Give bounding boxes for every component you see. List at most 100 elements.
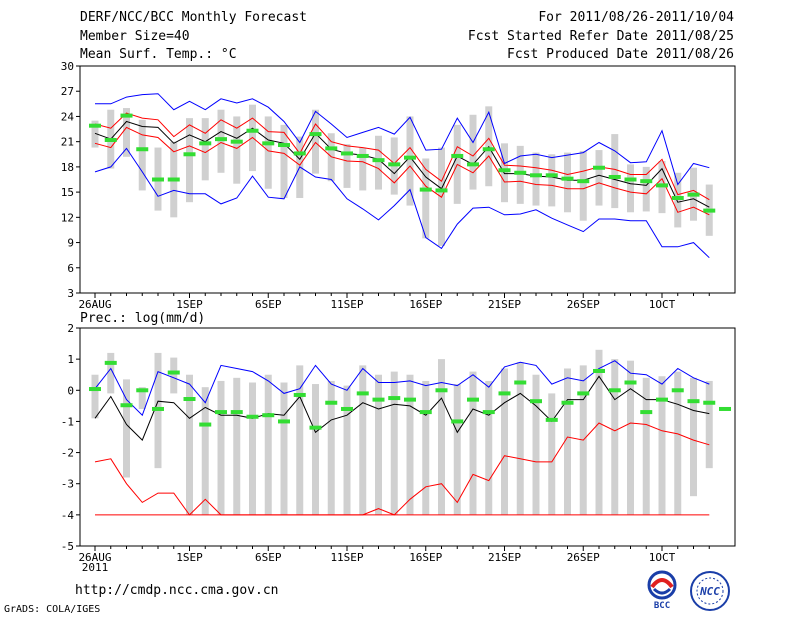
y-tick-label: 3 — [67, 287, 74, 300]
median-mark — [719, 406, 731, 411]
y-tick-label: 30 — [61, 60, 74, 73]
box — [249, 382, 256, 515]
y-tick-label: -5 — [61, 540, 74, 553]
median-mark — [703, 400, 716, 405]
box — [611, 359, 619, 515]
bcc-logo: BCC — [642, 569, 682, 611]
y-tick-label: 0 — [67, 384, 74, 397]
median-mark — [467, 397, 479, 402]
box — [327, 380, 335, 515]
median-mark — [608, 174, 621, 179]
box — [642, 377, 650, 515]
y-tick-label: -3 — [61, 478, 74, 491]
median-mark — [325, 400, 338, 405]
box — [516, 145, 524, 204]
median-mark — [152, 177, 164, 182]
box — [217, 380, 225, 515]
median-mark — [278, 143, 290, 148]
x-tick-label: 1OCT — [649, 298, 676, 310]
ncc-logo: NCC — [685, 569, 735, 613]
box — [217, 109, 225, 173]
median-mark — [372, 397, 385, 402]
box — [201, 118, 209, 181]
median-mark — [356, 391, 369, 396]
median-mark — [309, 132, 322, 137]
plot-frame — [79, 65, 736, 294]
y-tick-label: 24 — [61, 110, 75, 123]
box — [343, 144, 351, 188]
median-mark — [467, 162, 479, 167]
median-mark — [530, 173, 542, 178]
median-mark — [435, 388, 448, 393]
chart-title: DERF/NCC/BCC Monthly Forecast — [80, 10, 307, 25]
median-mark — [608, 388, 621, 393]
median-mark — [120, 113, 133, 118]
median-mark — [199, 141, 212, 146]
median-mark — [89, 123, 101, 128]
box — [595, 150, 603, 206]
y-tick-label: -2 — [61, 447, 74, 460]
ncc-logo-text: NCC — [699, 585, 720, 598]
median-mark — [671, 195, 684, 200]
median-mark — [246, 128, 259, 133]
median-mark — [278, 419, 290, 424]
median-mark — [215, 410, 227, 415]
median-mark — [498, 391, 511, 396]
box — [642, 166, 650, 212]
box — [359, 365, 367, 515]
box — [264, 116, 272, 189]
median-mark — [230, 139, 243, 144]
x-tick-label: 1OCT — [649, 551, 676, 564]
box — [264, 374, 272, 515]
member-size: Member Size=40 — [80, 29, 190, 44]
box — [312, 384, 319, 515]
median-mark — [136, 388, 149, 393]
x-tick-label: 26AUG — [78, 551, 111, 564]
median-mark — [451, 153, 464, 158]
box — [280, 382, 288, 515]
median-mark — [577, 179, 590, 184]
median-mark — [687, 192, 700, 197]
source-url[interactable]: http://cmdp.ncc.cma.gov.cn — [75, 583, 279, 598]
box — [422, 380, 430, 515]
precip-label: Prec.: log(mm/d) — [80, 311, 206, 326]
median-mark — [545, 417, 558, 422]
x-tick-label: 1SEP — [176, 298, 203, 310]
x-tick-label: 21SEP — [488, 551, 521, 564]
median-mark — [561, 176, 574, 181]
median-mark — [482, 147, 495, 152]
box — [312, 109, 319, 174]
box — [564, 152, 571, 213]
median-mark — [262, 141, 275, 146]
median-mark — [388, 162, 401, 167]
median-mark — [356, 153, 369, 158]
y-tick-label: 9 — [67, 237, 74, 250]
box — [690, 377, 697, 497]
box — [422, 158, 430, 239]
x-tick-label: 26AUG — [78, 298, 111, 310]
series-upper — [94, 112, 710, 201]
median-mark — [120, 403, 133, 408]
box — [406, 116, 414, 206]
box — [201, 387, 209, 515]
x-tick-label: 16SEP — [409, 298, 442, 310]
median-mark — [640, 410, 653, 415]
x-tick-sublabel: 2011 — [82, 308, 109, 310]
median-mark — [624, 177, 637, 182]
box — [123, 108, 130, 157]
median-mark — [341, 151, 353, 156]
median-mark — [577, 391, 590, 396]
median-mark — [104, 137, 117, 142]
median-mark — [167, 370, 180, 375]
median-mark — [372, 158, 385, 163]
median-mark — [136, 147, 149, 152]
box — [359, 147, 367, 191]
series-mean — [94, 375, 710, 441]
box — [107, 352, 115, 394]
box — [627, 164, 634, 213]
box — [595, 349, 603, 515]
started-date: Fcst Started Refer Date 2011/08/25 — [467, 29, 734, 44]
median-mark — [419, 410, 432, 415]
y-tick-label: 18 — [61, 161, 74, 174]
